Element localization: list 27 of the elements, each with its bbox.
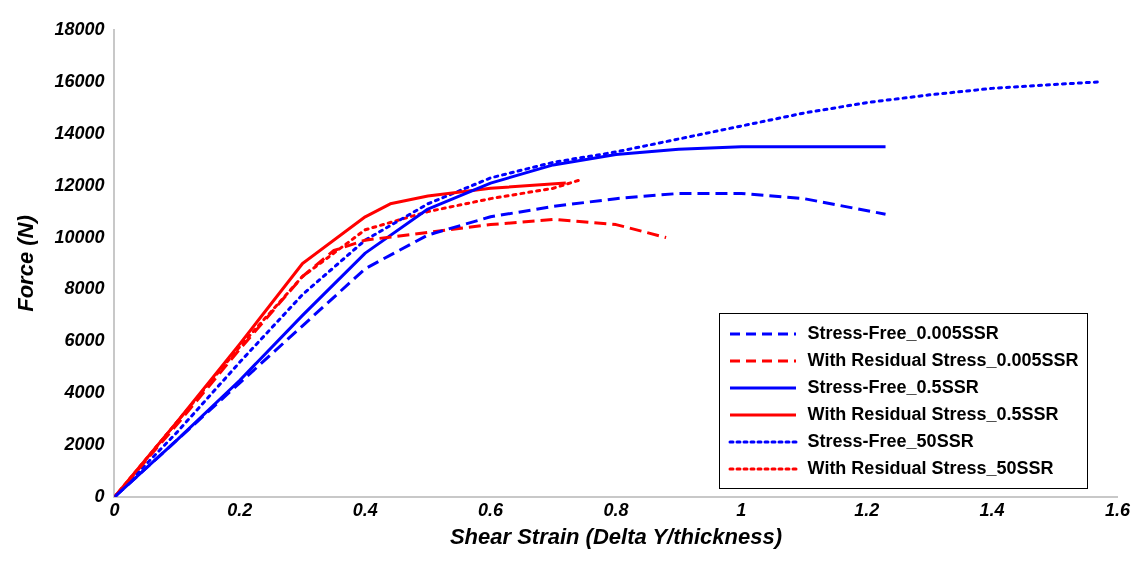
y-tick-label: 14000	[54, 122, 105, 143]
y-tick-label: 12000	[54, 174, 105, 195]
legend-label: Stress-Free_50SSR	[807, 431, 974, 452]
x-tick-label: 0	[109, 499, 120, 520]
legend-label: Stress-Free_0.5SSR	[807, 377, 979, 398]
x-tick-label: 0.2	[227, 499, 253, 520]
y-tick-label: 8000	[64, 278, 105, 299]
x-tick-label: 1.6	[1104, 499, 1131, 520]
y-tick-label: 6000	[64, 330, 105, 351]
y-tick-label: 18000	[54, 18, 105, 39]
x-tick-label: 0.8	[603, 499, 629, 520]
y-tick-label: 10000	[54, 226, 105, 247]
x-tick-label: 1.2	[854, 499, 880, 520]
legend-label: With Residual Stress_0.005SSR	[807, 350, 1079, 371]
y-tick-label: 0	[94, 485, 105, 506]
legend-label: With Residual Stress_0.5SSR	[807, 404, 1059, 425]
x-tick-label: 0.4	[352, 499, 378, 520]
legend-label: Stress-Free_0.005SSR	[807, 323, 999, 344]
y-tick-label: 16000	[54, 70, 105, 91]
x-tick-label: 0.6	[478, 499, 505, 520]
y-axis-title: Force (N)	[13, 215, 39, 312]
x-tick-label: 1.4	[979, 499, 1005, 520]
y-tick-label: 4000	[63, 382, 105, 403]
x-tick-label: 1	[736, 499, 747, 520]
legend-label: With Residual Stress_50SSR	[807, 458, 1054, 479]
x-axis-title: Shear Strain (Delta Y/thickness)	[449, 523, 783, 549]
y-tick-label: 2000	[63, 434, 105, 455]
